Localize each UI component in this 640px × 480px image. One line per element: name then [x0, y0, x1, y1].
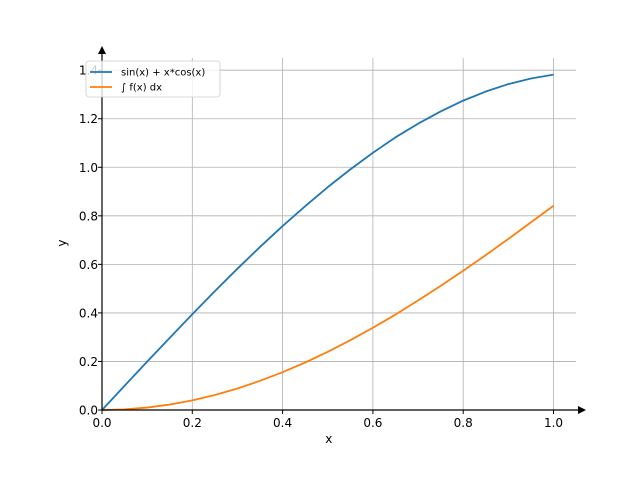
y-tick-label: 1.2 [79, 112, 98, 126]
x-tick-label: 0.6 [363, 416, 382, 430]
x-axis-arrow [578, 406, 586, 414]
x-tick-label: 0.8 [454, 416, 473, 430]
x-axis-label: x [325, 432, 332, 446]
grid-lines [102, 58, 576, 410]
y-tick-label: 0.2 [79, 355, 98, 369]
legend: sin(x) + x*cos(x) ∫ f(x) dx [85, 60, 221, 98]
y-tick-label: 0.6 [79, 258, 98, 272]
x-tick-label: 0.0 [92, 416, 111, 430]
series-lines [101, 73, 555, 411]
series-line-1 [101, 73, 554, 411]
series-line-2 [101, 205, 555, 411]
y-tick-label: 0.4 [79, 306, 98, 320]
axes [98, 46, 586, 414]
legend-box [85, 60, 221, 98]
x-tick-label: 0.2 [183, 416, 202, 430]
y-axis-arrow [98, 46, 106, 54]
legend-label-2: ∫ f(x) dx [121, 83, 162, 94]
legend-label-1: sin(x) + x*cos(x) [121, 68, 205, 79]
y-axis-label: y [55, 239, 69, 246]
y-tick-label: 1.0 [79, 161, 98, 175]
y-tick-label: 0.0 [79, 404, 98, 418]
x-tick-label: 0.4 [273, 416, 292, 430]
y-tick-label: 0.8 [79, 209, 98, 223]
x-tick-label: 1.0 [544, 416, 563, 430]
